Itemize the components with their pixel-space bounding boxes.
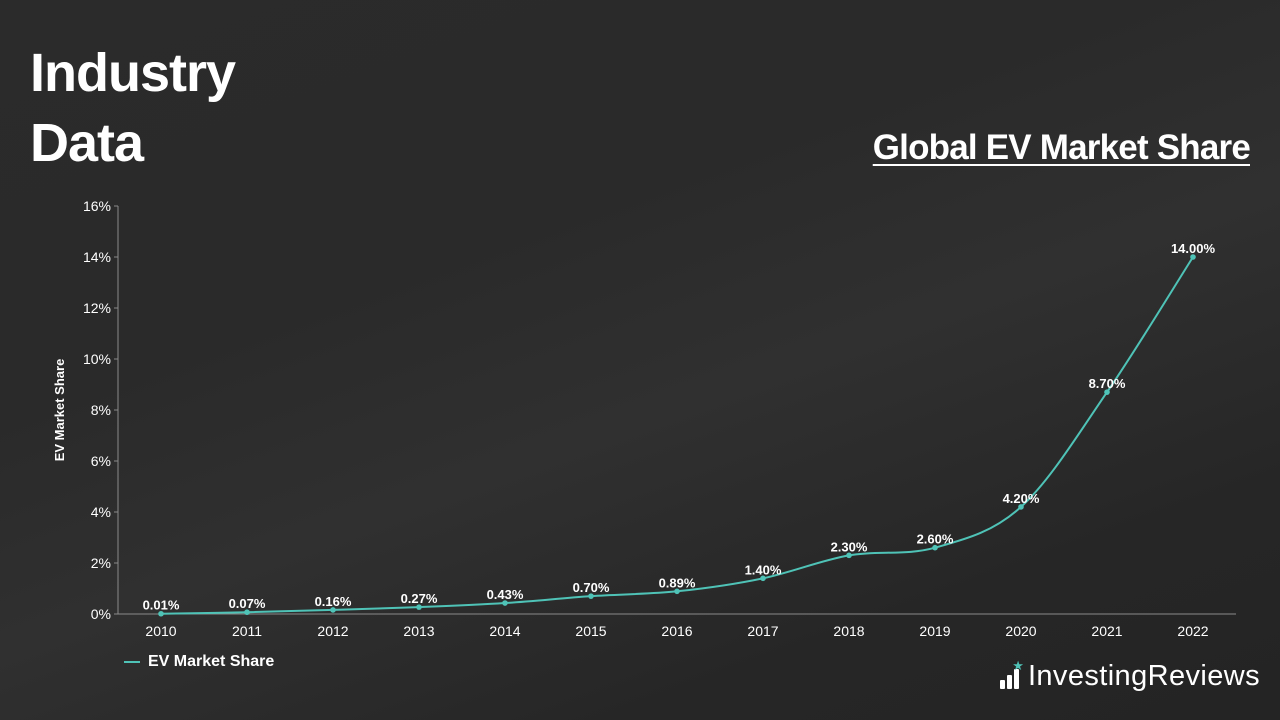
- data-label: 0.43%: [487, 587, 524, 602]
- brand-name: InvestingReviews: [1027, 660, 1260, 692]
- legend-swatch: [124, 661, 140, 663]
- y-tick-label: 2%: [91, 555, 111, 571]
- data-label: 2.30%: [831, 539, 868, 554]
- y-axis-label: EV Market Share: [52, 359, 67, 462]
- y-tick-label: 14%: [83, 249, 111, 265]
- chart-title: Global EV Market Share: [872, 128, 1251, 167]
- data-label: 1.40%: [745, 562, 782, 577]
- data-point: [588, 593, 594, 599]
- x-tick-label: 2017: [747, 623, 778, 639]
- x-tick-label: 2010: [145, 623, 176, 639]
- data-point: [932, 544, 938, 551]
- y-tick-label: 10%: [83, 351, 111, 367]
- y-tick-label: 12%: [83, 300, 111, 316]
- page-heading-line-1: Industry: [30, 43, 236, 103]
- x-tick-label: 2019: [919, 623, 950, 639]
- data-label: 4.20%: [1003, 491, 1040, 506]
- series-line: [160, 256, 1194, 615]
- data-label: 0.70%: [573, 580, 610, 595]
- x-tick-label: 2014: [489, 623, 520, 639]
- data-label: 2.60%: [917, 532, 954, 547]
- y-tick-label: 4%: [91, 504, 111, 520]
- data-point: [760, 575, 766, 582]
- data-point: [244, 609, 250, 616]
- data-label: 0.27%: [401, 591, 438, 606]
- data-point: [1104, 389, 1110, 395]
- legend-label: EV Market Share: [148, 653, 275, 670]
- data-point: [416, 604, 422, 610]
- x-tick-label: 2012: [317, 623, 348, 639]
- y-tick-label: 0%: [91, 606, 111, 622]
- page-heading: Industry Data: [30, 38, 330, 178]
- y-tick-label: 6%: [91, 453, 111, 469]
- data-label: 0.01%: [143, 598, 180, 613]
- data-point: [502, 600, 508, 606]
- x-tick-label: 2021: [1091, 623, 1122, 639]
- bar-chart-star-icon: ★: [999, 659, 1024, 691]
- data-label: 14.00%: [1171, 241, 1216, 256]
- chart-legend: EV Market Share: [124, 652, 274, 672]
- x-tick-label: 2013: [403, 623, 434, 639]
- page-heading-line-2: Data: [30, 113, 144, 173]
- x-tick-label: 2016: [661, 623, 692, 639]
- data-label: 0.16%: [315, 594, 352, 609]
- y-tick-label: 16%: [83, 198, 111, 214]
- data-point: [158, 610, 164, 617]
- data-point: [330, 607, 336, 613]
- brand-logo: ★ InvestingReviews: [999, 659, 1260, 693]
- data-point: [1018, 504, 1024, 510]
- data-point: [674, 588, 680, 595]
- x-tick-label: 2018: [833, 623, 864, 639]
- x-tick-label: 2015: [575, 623, 606, 639]
- data-label: 0.07%: [229, 596, 266, 611]
- x-tick-label: 2011: [232, 623, 262, 639]
- data-label: 0.89%: [659, 575, 696, 590]
- y-tick-label: 8%: [91, 402, 111, 418]
- data-point: [846, 552, 852, 559]
- x-tick-label: 2022: [1177, 623, 1208, 639]
- data-label: 8.70%: [1089, 376, 1126, 391]
- data-point: [1190, 254, 1196, 260]
- x-tick-label: 2020: [1005, 623, 1036, 639]
